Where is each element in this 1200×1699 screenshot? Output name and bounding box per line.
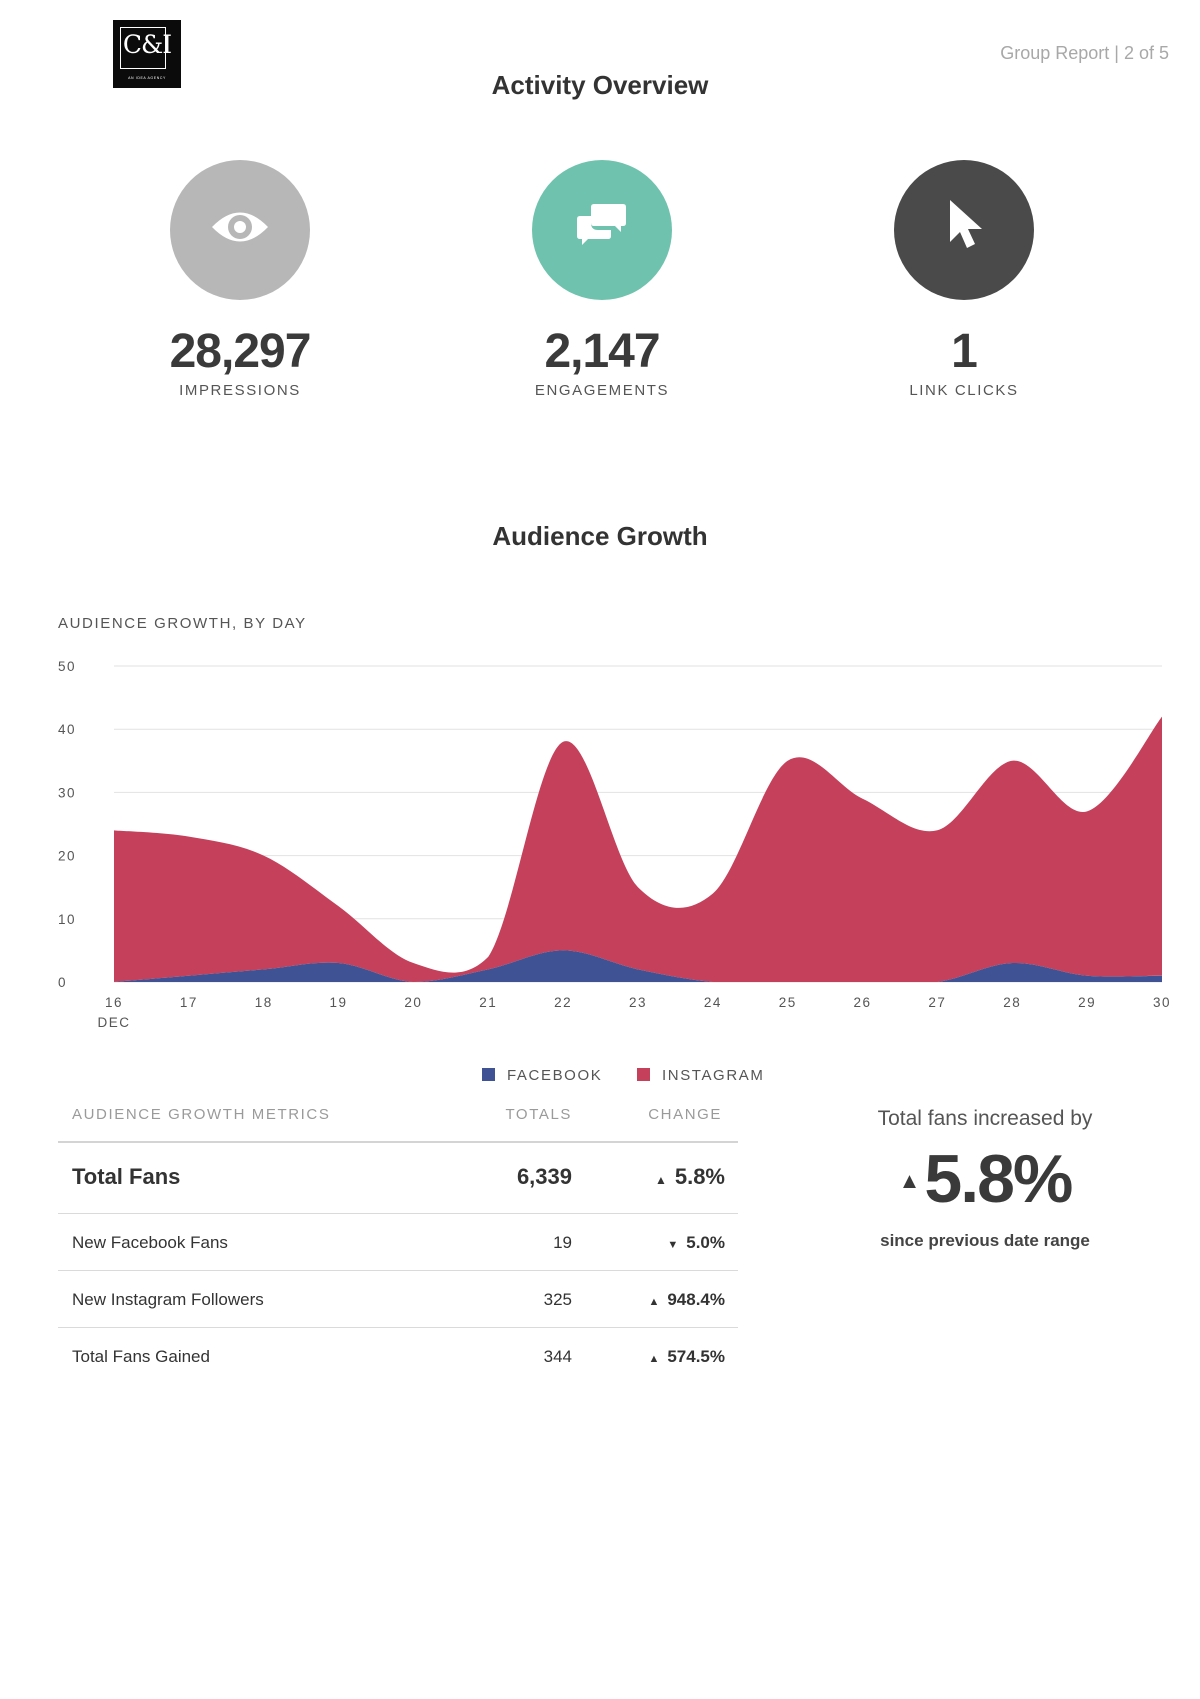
divider: [58, 1270, 738, 1271]
metric-icon-circle: [894, 160, 1034, 300]
row-label: New Facebook Fans: [72, 1233, 228, 1252]
x-tick-label: 22: [554, 995, 572, 1010]
x-tick-label: 26: [854, 995, 872, 1010]
x-tick-label: 28: [1003, 995, 1021, 1010]
row-total: 19: [553, 1233, 572, 1252]
row-label: Total Fans: [72, 1164, 181, 1189]
legend-swatch: [482, 1068, 495, 1081]
legend-label: INSTAGRAM: [662, 1067, 765, 1084]
engagements-label: ENGAGEMENTS: [534, 382, 670, 399]
table-header-metric: AUDIENCE GROWTH METRICS: [72, 1106, 331, 1123]
legend-item-facebook: FACEBOOK: [482, 1067, 602, 1084]
metric-icon-circle: [532, 160, 672, 300]
summary-subtitle: since previous date range: [880, 1231, 1090, 1250]
summary-title: Total fans increased by: [877, 1107, 1093, 1130]
logo-frame: [120, 27, 166, 69]
row-change: ▲ 574.5%: [648, 1347, 725, 1366]
row-change: ▼ 5.0%: [667, 1233, 725, 1252]
x-tick-label: 21: [479, 995, 497, 1010]
link-clicks-label: LINK CLICKS: [909, 382, 1019, 399]
x-tick-label: 24: [704, 995, 722, 1010]
summary-value: ▲5.8%: [898, 1141, 1074, 1217]
impressions-value: 28,297: [169, 325, 312, 378]
row-total: 325: [543, 1290, 572, 1309]
row-change: ▲ 948.4%: [648, 1290, 725, 1309]
y-tick-label: 50: [58, 659, 76, 674]
row-label: Total Fans Gained: [72, 1347, 210, 1366]
y-tick-label: 0: [58, 975, 67, 990]
engagements-value: 2,147: [544, 325, 660, 378]
metric-link-clicks: 1 LINK CLICKS: [814, 160, 1114, 399]
page-label: Group Report | 2 of 5: [1000, 43, 1169, 63]
triangle-down-icon: ▼: [667, 1239, 679, 1251]
impressions-label: IMPRESSIONS: [179, 382, 301, 399]
metric-icon-circle: [170, 160, 310, 300]
company-logo: C&I AN IDEA AGENCY: [113, 20, 181, 88]
y-tick-label: 10: [58, 912, 76, 927]
logo-tagline: AN IDEA AGENCY: [128, 76, 166, 80]
x-tick-label: 27: [928, 995, 946, 1010]
legend-label: FACEBOOK: [507, 1067, 603, 1084]
logo-text: C&I: [122, 30, 172, 59]
triangle-up-icon: ▲: [648, 1296, 660, 1308]
divider: [58, 1141, 738, 1143]
x-tick-label: 25: [779, 995, 797, 1010]
table-header-totals: TOTALS: [505, 1106, 572, 1123]
chat-bubbles-icon: [577, 204, 626, 245]
row-change: ▲ 5.8%: [654, 1164, 725, 1189]
legend-swatch: [637, 1068, 650, 1081]
row-label: New Instagram Followers: [72, 1290, 264, 1309]
row-total: 6,339: [516, 1164, 572, 1189]
triangle-up-icon: ▲: [654, 1173, 667, 1187]
x-tick-label: 19: [330, 995, 348, 1010]
x-tick-label: 18: [255, 995, 273, 1010]
metric-impressions: 28,297 IMPRESSIONS: [90, 160, 390, 399]
divider: [58, 1213, 738, 1214]
table-header-change: CHANGE: [648, 1106, 722, 1123]
legend-item-instagram: INSTAGRAM: [637, 1067, 764, 1084]
metric-engagements: 2,147 ENGAGEMENTS: [452, 160, 752, 399]
section-title: Audience Growth: [492, 521, 708, 551]
eye-icon: [212, 212, 268, 242]
x-tick-label: 20: [404, 995, 422, 1010]
row-total: 344: [543, 1347, 572, 1366]
y-tick-label: 40: [58, 722, 76, 737]
x-tick-label: 30: [1153, 995, 1171, 1010]
chart-title: AUDIENCE GROWTH, BY DAY: [58, 615, 307, 632]
x-axis-month-label: DEC: [97, 1015, 130, 1030]
y-tick-label: 30: [58, 785, 76, 800]
x-tick-label: 23: [629, 995, 647, 1010]
audience-growth-chart: 0 10 20 30 40 50 16 17 18 19 20 21 22 23 24 25 26 27 28 29 3…: [58, 659, 1171, 1030]
y-tick-label: 20: [58, 849, 76, 864]
page-title: Activity Overview: [491, 70, 709, 100]
triangle-up-icon: ▲: [898, 1168, 921, 1193]
triangle-up-icon: ▲: [648, 1353, 660, 1365]
link-clicks-value: 1: [951, 325, 978, 378]
area-series-facebook: [114, 950, 1162, 982]
divider: [58, 1327, 738, 1328]
area-series-instagram: [114, 716, 1162, 982]
x-tick-label: 17: [180, 995, 198, 1010]
x-tick-label: 16: [105, 995, 123, 1010]
x-tick-label: 29: [1078, 995, 1096, 1010]
cursor-icon: [950, 200, 982, 248]
